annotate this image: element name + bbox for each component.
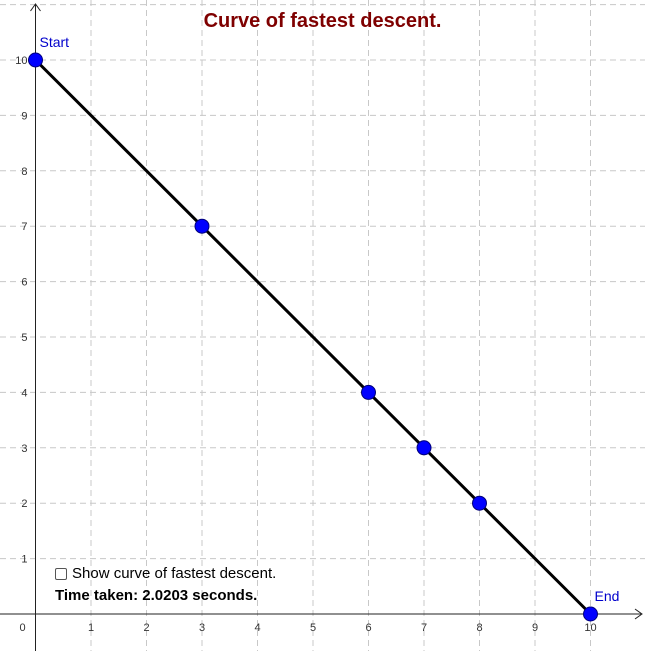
axes [0, 3, 643, 651]
y-tick-label: 6 [21, 277, 27, 289]
x-tick-label: 1 [88, 622, 94, 634]
x-axis-arrow [634, 608, 643, 620]
checkbox-box[interactable] [55, 567, 67, 580]
y-tick-label: 5 [21, 332, 27, 344]
path-point-3[interactable] [416, 440, 432, 456]
path-points[interactable] [28, 52, 598, 622]
x-tick-label: 4 [254, 622, 260, 634]
y-tick-label: 7 [21, 221, 27, 233]
origin-label: 0 [19, 622, 25, 634]
time-taken-text: Time taken: 2.0203 seconds. [55, 587, 258, 604]
path-point-5[interactable] [583, 606, 598, 622]
descent-path [34, 58, 592, 616]
path-point-2[interactable] [361, 384, 376, 400]
path-point-1[interactable] [194, 218, 210, 234]
path-point-0[interactable] [28, 52, 43, 68]
y-tick-label: 2 [21, 498, 27, 510]
x-tick-label: 7 [421, 622, 427, 634]
tick-labels: 1 2 3 4 5 6 7 8 9 10 1 2 3 4 5 6 7 8 9 10 0 [15, 55, 596, 634]
x-tick-label: 3 [199, 622, 205, 634]
x-tick-label: 9 [532, 622, 538, 634]
point-labels: Start End [40, 34, 620, 604]
y-tick-label: 1 [21, 554, 27, 566]
path-point-4[interactable] [472, 495, 487, 511]
x-tick-label: 5 [310, 622, 316, 634]
y-tick-label: 9 [21, 110, 27, 122]
x-tick-label: 2 [143, 622, 149, 634]
point-label-start: Start [40, 34, 70, 50]
show-curve-checkbox[interactable]: Show curve of fastest descent. [55, 565, 276, 582]
x-tick-label: 6 [365, 622, 371, 634]
checkbox-label: Show curve of fastest descent. [72, 565, 277, 582]
x-tick-label: 10 [584, 622, 596, 634]
y-tick-label: 3 [21, 443, 27, 455]
y-axis-arrow [30, 3, 41, 12]
page-title: Curve of fastest descent. [203, 10, 442, 32]
point-label-end: End [595, 588, 620, 604]
x-tick-label: 8 [476, 622, 482, 634]
y-tick-label: 8 [21, 166, 27, 178]
y-tick-label: 4 [21, 387, 27, 399]
descent-line [34, 58, 592, 616]
y-tick-label: 10 [15, 55, 27, 67]
